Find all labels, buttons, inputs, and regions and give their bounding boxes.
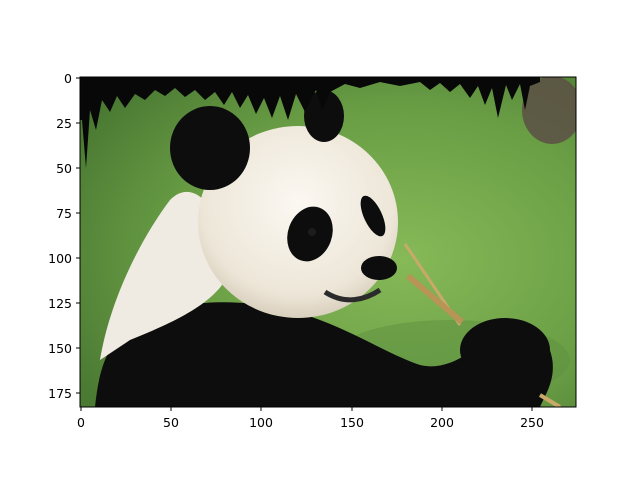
y-tick-label: 125 (48, 296, 72, 311)
panda-left-ear (170, 106, 250, 190)
y-tick-label: 75 (56, 206, 72, 221)
panda-white-chest (100, 191, 230, 360)
panda-right-eye-patch (360, 195, 386, 237)
x-tick-label: 200 (430, 415, 454, 430)
axes-frame (79, 76, 577, 408)
bamboo-stick-3 (538, 393, 562, 407)
bamboo-stick-2 (406, 273, 464, 325)
y-tick-label: 25 (56, 116, 72, 131)
x-tick-label: 250 (520, 415, 544, 430)
black-jagged-strip (80, 77, 540, 168)
blurred-rock (522, 77, 576, 144)
panda-left-eye (308, 228, 316, 236)
x-tick-label: 100 (249, 415, 273, 430)
image-area (80, 77, 576, 407)
y-tick-label: 150 (48, 341, 72, 356)
y-tick-label: 100 (48, 251, 72, 266)
x-tick-label: 50 (163, 415, 179, 430)
x-tick-label: 0 (77, 415, 85, 430)
panda-nose (361, 256, 397, 280)
y-axis: 0 25 50 75 100 125 150 175 (48, 71, 80, 401)
y-tick-label: 0 (64, 71, 72, 86)
panda-paw (460, 318, 550, 382)
panda-body (95, 302, 553, 407)
x-axis: 0 50 100 150 200 250 (77, 407, 544, 430)
x-tick-label: 150 (340, 415, 364, 430)
y-tick-label: 50 (56, 161, 72, 176)
panda-mouth (323, 287, 382, 303)
y-tick-label: 175 (48, 386, 72, 401)
panda-right-ear (304, 90, 344, 142)
